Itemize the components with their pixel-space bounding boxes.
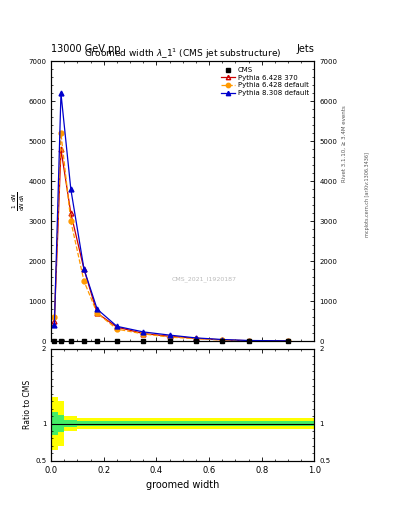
CMS xyxy=(246,338,251,344)
Pythia 6.428 370 xyxy=(52,318,57,324)
Pythia 6.428 default xyxy=(286,338,290,344)
Pythia 8.308 default xyxy=(82,266,86,272)
Pythia 6.428 370 xyxy=(141,330,146,336)
Pythia 8.308 default xyxy=(141,329,146,335)
Line: Pythia 6.428 370: Pythia 6.428 370 xyxy=(52,147,290,344)
CMS xyxy=(194,338,198,344)
Pythia 6.428 default xyxy=(82,278,86,284)
Pythia 6.428 370 xyxy=(194,335,198,342)
Legend: CMS, Pythia 6.428 370, Pythia 6.428 default, Pythia 8.308 default: CMS, Pythia 6.428 370, Pythia 6.428 defa… xyxy=(219,65,311,98)
CMS xyxy=(141,338,146,344)
Text: Rivet 3.1.10, ≥ 3.4M events: Rivet 3.1.10, ≥ 3.4M events xyxy=(342,105,347,182)
Pythia 6.428 default xyxy=(220,337,225,343)
Pythia 8.308 default xyxy=(286,338,290,344)
Line: Pythia 8.308 default: Pythia 8.308 default xyxy=(52,91,290,343)
Pythia 6.428 default xyxy=(52,314,57,320)
Pythia 8.308 default xyxy=(95,306,99,312)
Pythia 6.428 370 xyxy=(115,324,119,330)
Pythia 6.428 default xyxy=(68,218,73,224)
Pythia 8.308 default xyxy=(59,90,63,96)
CMS xyxy=(115,338,119,344)
Pythia 6.428 default xyxy=(59,130,63,136)
Text: 13000 GeV pp: 13000 GeV pp xyxy=(51,44,121,54)
Pythia 6.428 default xyxy=(194,336,198,342)
Text: CMS_2021_I1920187: CMS_2021_I1920187 xyxy=(171,276,236,283)
CMS xyxy=(167,338,172,344)
Pythia 6.428 370 xyxy=(220,337,225,343)
Pythia 8.308 default xyxy=(68,186,73,193)
CMS xyxy=(82,338,86,344)
Pythia 6.428 default xyxy=(95,310,99,316)
Pythia 6.428 370 xyxy=(167,333,172,339)
Pythia 8.308 default xyxy=(167,332,172,338)
Pythia 6.428 370 xyxy=(68,210,73,217)
Pythia 8.308 default xyxy=(246,337,251,344)
Pythia 6.428 370 xyxy=(82,266,86,272)
CMS xyxy=(95,338,99,344)
Pythia 6.428 370 xyxy=(95,310,99,316)
Pythia 6.428 default xyxy=(167,334,172,340)
Line: Pythia 6.428 default: Pythia 6.428 default xyxy=(52,131,290,344)
Y-axis label: Ratio to CMS: Ratio to CMS xyxy=(23,380,32,430)
Pythia 8.308 default xyxy=(115,323,119,329)
CMS xyxy=(220,338,225,344)
Y-axis label: $\frac{1}{\mathrm{d}N}\frac{\mathrm{d}N}{\mathrm{d}\lambda}$: $\frac{1}{\mathrm{d}N}\frac{\mathrm{d}N}… xyxy=(11,191,27,211)
Pythia 6.428 default xyxy=(246,338,251,344)
Pythia 6.428 default xyxy=(141,331,146,337)
Line: CMS: CMS xyxy=(53,339,290,343)
X-axis label: groomed width: groomed width xyxy=(146,480,219,490)
Pythia 6.428 370 xyxy=(59,146,63,153)
Pythia 8.308 default xyxy=(220,336,225,343)
Text: Jets: Jets xyxy=(297,44,314,54)
Pythia 8.308 default xyxy=(52,322,57,328)
CMS xyxy=(286,338,290,344)
Pythia 6.428 370 xyxy=(286,338,290,344)
Pythia 8.308 default xyxy=(194,335,198,341)
Title: Groomed width $\lambda\_1^1$ (CMS jet substructure): Groomed width $\lambda\_1^1$ (CMS jet su… xyxy=(84,47,281,61)
Text: mcplots.cern.ch [arXiv:1306.3436]: mcplots.cern.ch [arXiv:1306.3436] xyxy=(365,152,371,237)
CMS xyxy=(52,338,57,344)
CMS xyxy=(59,338,63,344)
Pythia 6.428 370 xyxy=(246,337,251,344)
CMS xyxy=(68,338,73,344)
Pythia 6.428 default xyxy=(115,326,119,332)
